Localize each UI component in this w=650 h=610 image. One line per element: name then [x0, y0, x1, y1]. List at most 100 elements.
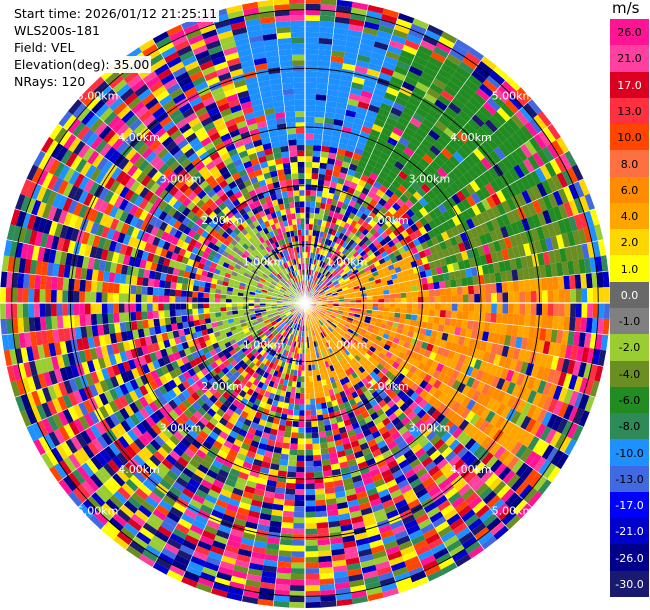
velocity-gate [439, 310, 446, 318]
velocity-gate [385, 324, 393, 331]
velocity-gate [372, 295, 379, 300]
velocity-gate [589, 208, 600, 226]
velocity-gate [313, 213, 320, 220]
velocity-gate [573, 214, 584, 230]
velocity-gate [158, 295, 164, 303]
velocity-gate [428, 386, 438, 396]
velocity-gate [494, 176, 506, 190]
velocity-gate [406, 70, 421, 82]
velocity-gate [387, 459, 399, 470]
velocity-gate [362, 253, 369, 260]
velocity-gate [315, 285, 321, 291]
velocity-gate [281, 384, 288, 392]
velocity-gate [308, 364, 313, 371]
velocity-gate [5, 303, 12, 319]
velocity-gate [366, 528, 381, 538]
velocity-gate [270, 515, 283, 523]
velocity-gate [443, 85, 458, 98]
velocity-gate [259, 581, 276, 590]
velocity-gate [434, 243, 443, 253]
velocity-gate [284, 488, 296, 495]
velocity-gate [507, 281, 514, 293]
velocity-gate [296, 353, 300, 360]
velocity-gate [300, 376, 305, 383]
velocity-gate [159, 317, 166, 326]
velocity-gate [333, 281, 340, 287]
velocity-gate [459, 268, 467, 279]
velocity-gate [376, 314, 384, 320]
velocity-gate [312, 230, 317, 237]
velocity-gate [355, 537, 370, 547]
velocity-gate [256, 477, 268, 486]
velocity-gate [449, 412, 461, 424]
velocity-gate [430, 236, 440, 246]
velocity-gate [464, 139, 478, 152]
velocity-gate [584, 210, 595, 227]
velocity-gate [436, 402, 447, 414]
velocity-gate [412, 303, 418, 309]
velocity-gate [418, 123, 432, 134]
velocity-gate [315, 403, 322, 410]
velocity-gate [423, 66, 438, 78]
velocity-gate [500, 226, 510, 239]
velocity-gate [146, 303, 153, 312]
velocity-gate [345, 453, 356, 462]
velocity-gate [323, 323, 329, 329]
velocity-gate [577, 361, 587, 378]
velocity-gate [312, 276, 316, 282]
velocity-gate [315, 315, 321, 321]
velocity-gate [397, 582, 415, 594]
velocity-gate [327, 192, 335, 200]
velocity-gate [345, 321, 352, 327]
velocity-gate [336, 288, 343, 293]
velocity-gate [420, 71, 435, 83]
velocity-gate [383, 344, 391, 351]
velocity-gate [502, 470, 516, 485]
velocity-gate [347, 499, 360, 508]
velocity-gate [366, 109, 378, 119]
velocity-gate [56, 277, 64, 291]
velocity-gate [247, 568, 263, 577]
velocity-gate [510, 222, 520, 235]
velocity-gate [346, 493, 358, 502]
velocity-gate [79, 291, 85, 303]
velocity-gate [460, 407, 471, 420]
velocity-gate [45, 289, 52, 303]
velocity-gate [528, 137, 542, 153]
velocity-gate [316, 321, 321, 328]
velocity-gate [595, 333, 603, 350]
velocity-gate [321, 459, 331, 466]
velocity-gate [50, 289, 57, 303]
velocity-gate [305, 421, 312, 428]
velocity-gate [268, 433, 277, 442]
velocity-gate [258, 593, 275, 601]
velocity-gate [16, 303, 23, 319]
velocity-gate [396, 327, 404, 335]
velocity-gate [474, 256, 482, 267]
velocity-gate [312, 311, 317, 316]
velocity-gate [298, 427, 305, 433]
velocity-gate [406, 217, 415, 227]
velocity-gate [563, 275, 571, 290]
velocity-gate [581, 347, 590, 363]
velocity-gate [278, 395, 285, 403]
velocity-gate [118, 303, 125, 313]
velocity-gate [325, 321, 331, 327]
velocity-gate [395, 254, 403, 262]
velocity-gate [408, 273, 416, 281]
velocity-gate [340, 271, 347, 277]
velocity-gate [335, 274, 342, 280]
velocity-gate [570, 345, 579, 361]
velocity-gate [301, 365, 305, 371]
velocity-gate [180, 290, 187, 297]
velocity-gate [412, 483, 425, 494]
velocity-gate [463, 259, 471, 269]
velocity-gate [490, 312, 497, 324]
velocity-gate [408, 529, 423, 541]
velocity-gate [468, 357, 477, 368]
velocity-gate [353, 271, 361, 278]
velocity-gate [449, 544, 465, 558]
velocity-gate [399, 402, 409, 413]
velocity-gate [163, 303, 170, 311]
velocity-gate [316, 346, 321, 353]
